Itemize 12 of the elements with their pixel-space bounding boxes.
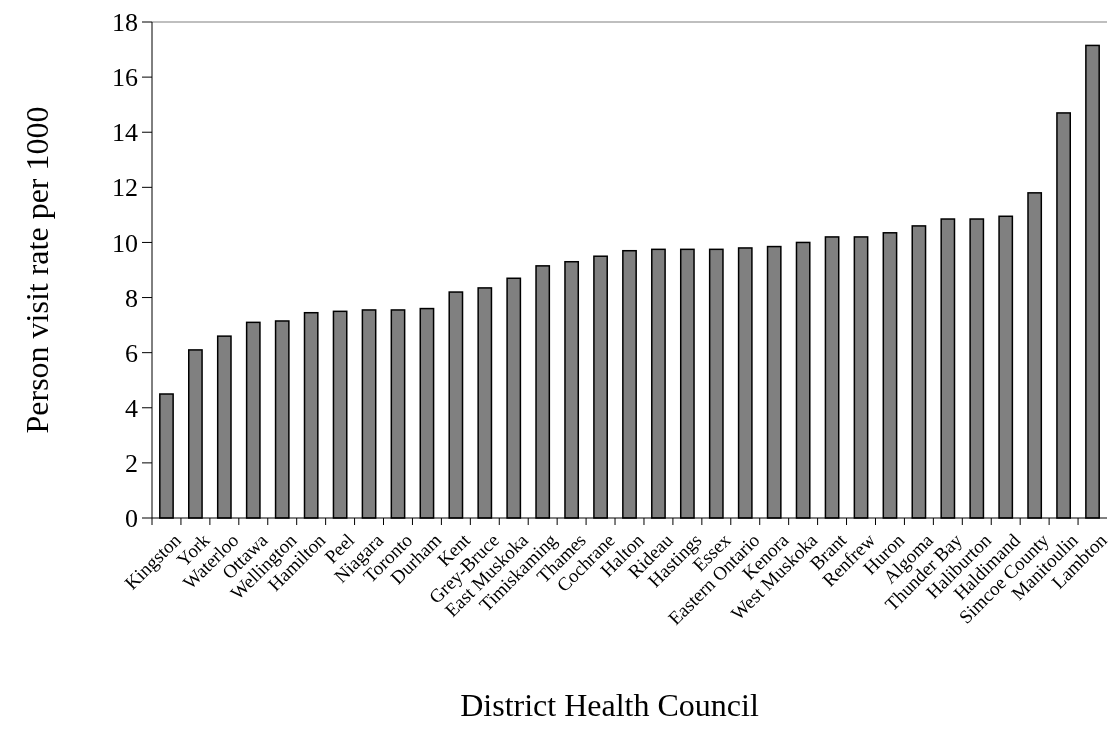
y-tick-label: 6: [125, 338, 138, 368]
x-axis-title: District Health Council: [460, 687, 759, 723]
y-tick-label: 4: [125, 393, 138, 423]
y-tick-label: 2: [125, 448, 138, 478]
y-tick-label: 18: [112, 8, 138, 38]
y-tick-label: 14: [112, 118, 138, 148]
y-tick-label: 8: [125, 283, 138, 313]
y-tick-label: 0: [125, 504, 138, 534]
y-axis-title: Person visit rate per 1000: [19, 106, 55, 434]
y-tick-label: 16: [112, 63, 138, 93]
y-tick-label: 10: [112, 228, 138, 258]
y-tick-label: 12: [112, 173, 138, 203]
